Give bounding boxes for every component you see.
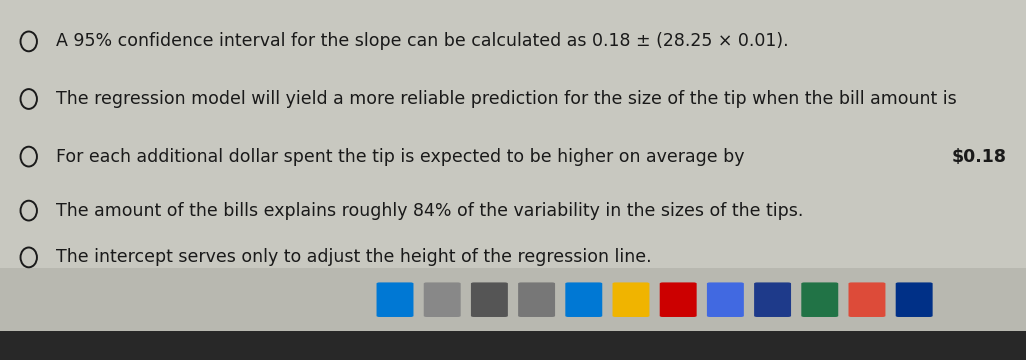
FancyBboxPatch shape [471, 282, 508, 317]
Text: The amount of the bills explains roughly 84% of the variability in the sizes of : The amount of the bills explains roughly… [56, 202, 803, 220]
FancyBboxPatch shape [518, 282, 555, 317]
Bar [0, 268, 1026, 331]
FancyBboxPatch shape [613, 282, 649, 317]
Text: The intercept serves only to adjust the height of the regression line.: The intercept serves only to adjust the … [56, 248, 653, 266]
FancyBboxPatch shape [849, 282, 885, 317]
FancyBboxPatch shape [801, 282, 838, 317]
FancyBboxPatch shape [424, 282, 461, 317]
FancyBboxPatch shape [377, 282, 413, 317]
FancyBboxPatch shape [754, 282, 791, 317]
FancyBboxPatch shape [565, 282, 602, 317]
Text: A 95% confidence interval for the slope can be calculated as 0.18 ± (28.25 × 0.0: A 95% confidence interval for the slope … [56, 32, 789, 50]
FancyBboxPatch shape [660, 282, 697, 317]
Bar [0, 331, 1026, 360]
FancyBboxPatch shape [896, 282, 933, 317]
Text: (18 cents).: (18 cents). [1023, 148, 1026, 166]
Bar [0, 0, 1026, 268]
Text: The regression model will yield a more reliable prediction for the size of the t: The regression model will yield a more r… [56, 90, 962, 108]
Text: For each additional dollar spent the tip is expected to be higher on average by: For each additional dollar spent the tip… [56, 148, 750, 166]
Text: $0.18: $0.18 [952, 148, 1007, 166]
FancyBboxPatch shape [707, 282, 744, 317]
